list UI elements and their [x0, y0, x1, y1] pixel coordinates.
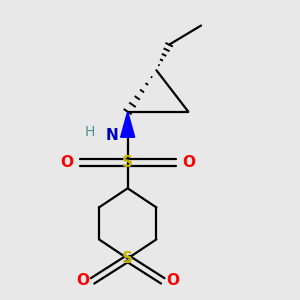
Text: O: O	[182, 155, 195, 170]
Polygon shape	[121, 112, 135, 137]
Text: O: O	[76, 273, 89, 288]
Text: O: O	[166, 273, 179, 288]
Text: N: N	[105, 128, 118, 143]
Text: O: O	[61, 155, 74, 170]
Text: S: S	[122, 155, 133, 170]
Text: H: H	[84, 125, 94, 140]
Text: S: S	[122, 251, 133, 266]
